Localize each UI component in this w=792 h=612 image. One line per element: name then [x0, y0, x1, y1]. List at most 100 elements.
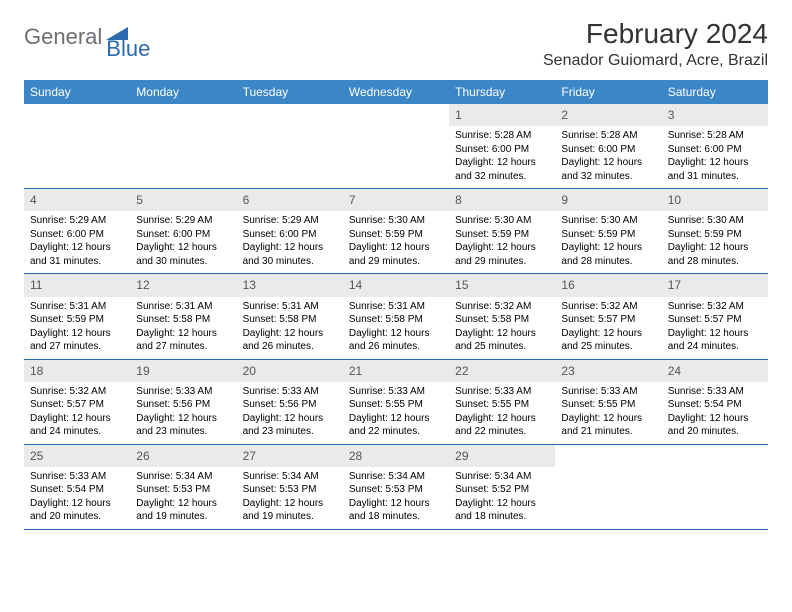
- sunset-text: Sunset: 6:00 PM: [561, 143, 655, 157]
- day-number: 20: [237, 360, 343, 382]
- daylight-text: Daylight: 12 hours and 18 minutes.: [455, 497, 549, 524]
- day-body: Sunrise: 5:31 AMSunset: 5:59 PMDaylight:…: [24, 297, 130, 359]
- sunrise-text: Sunrise: 5:34 AM: [455, 470, 549, 484]
- sunset-text: Sunset: 5:59 PM: [349, 228, 443, 242]
- sunrise-text: Sunrise: 5:32 AM: [561, 300, 655, 314]
- sunset-text: Sunset: 6:00 PM: [243, 228, 337, 242]
- day-cell: 8Sunrise: 5:30 AMSunset: 5:59 PMDaylight…: [449, 189, 555, 273]
- day-number: 5: [130, 189, 236, 211]
- daylight-text: Daylight: 12 hours and 20 minutes.: [30, 497, 124, 524]
- daylight-text: Daylight: 12 hours and 32 minutes.: [561, 156, 655, 183]
- day-body: Sunrise: 5:30 AMSunset: 5:59 PMDaylight:…: [343, 211, 449, 273]
- sunrise-text: Sunrise: 5:32 AM: [30, 385, 124, 399]
- daylight-text: Daylight: 12 hours and 18 minutes.: [349, 497, 443, 524]
- brand-part2: Blue: [106, 36, 150, 62]
- day-cell: 10Sunrise: 5:30 AMSunset: 5:59 PMDayligh…: [662, 189, 768, 273]
- sunrise-text: Sunrise: 5:29 AM: [243, 214, 337, 228]
- sunset-text: Sunset: 5:57 PM: [668, 313, 762, 327]
- day-cell: 5Sunrise: 5:29 AMSunset: 6:00 PMDaylight…: [130, 189, 236, 273]
- day-cell: 14Sunrise: 5:31 AMSunset: 5:58 PMDayligh…: [343, 274, 449, 358]
- day-number: 2: [555, 104, 661, 126]
- daylight-text: Daylight: 12 hours and 31 minutes.: [668, 156, 762, 183]
- day-body: Sunrise: 5:33 AMSunset: 5:54 PMDaylight:…: [662, 382, 768, 444]
- sunrise-text: Sunrise: 5:30 AM: [349, 214, 443, 228]
- weekday-sat: Saturday: [662, 80, 768, 104]
- sunset-text: Sunset: 5:59 PM: [561, 228, 655, 242]
- sunset-text: Sunset: 5:58 PM: [136, 313, 230, 327]
- day-body: Sunrise: 5:33 AMSunset: 5:55 PMDaylight:…: [449, 382, 555, 444]
- day-cell: 28Sunrise: 5:34 AMSunset: 5:53 PMDayligh…: [343, 445, 449, 529]
- day-number: 9: [555, 189, 661, 211]
- week-row: 11Sunrise: 5:31 AMSunset: 5:59 PMDayligh…: [24, 274, 768, 359]
- day-number: 12: [130, 274, 236, 296]
- sunset-text: Sunset: 5:53 PM: [136, 483, 230, 497]
- day-number: 17: [662, 274, 768, 296]
- sunrise-text: Sunrise: 5:29 AM: [30, 214, 124, 228]
- daylight-text: Daylight: 12 hours and 20 minutes.: [668, 412, 762, 439]
- sunset-text: Sunset: 5:58 PM: [455, 313, 549, 327]
- week-row: 4Sunrise: 5:29 AMSunset: 6:00 PMDaylight…: [24, 189, 768, 274]
- weeks-container: 1Sunrise: 5:28 AMSunset: 6:00 PMDaylight…: [24, 104, 768, 530]
- daylight-text: Daylight: 12 hours and 28 minutes.: [561, 241, 655, 268]
- daylight-text: Daylight: 12 hours and 30 minutes.: [243, 241, 337, 268]
- weekday-thu: Thursday: [449, 80, 555, 104]
- week-row: 25Sunrise: 5:33 AMSunset: 5:54 PMDayligh…: [24, 445, 768, 530]
- day-number: 3: [662, 104, 768, 126]
- daylight-text: Daylight: 12 hours and 19 minutes.: [243, 497, 337, 524]
- daylight-text: Daylight: 12 hours and 22 minutes.: [349, 412, 443, 439]
- day-cell: 3Sunrise: 5:28 AMSunset: 6:00 PMDaylight…: [662, 104, 768, 188]
- day-cell: 1Sunrise: 5:28 AMSunset: 6:00 PMDaylight…: [449, 104, 555, 188]
- daylight-text: Daylight: 12 hours and 27 minutes.: [136, 327, 230, 354]
- sunrise-text: Sunrise: 5:33 AM: [561, 385, 655, 399]
- calendar: Sunday Monday Tuesday Wednesday Thursday…: [24, 80, 768, 530]
- day-body: Sunrise: 5:32 AMSunset: 5:58 PMDaylight:…: [449, 297, 555, 359]
- day-cell: 21Sunrise: 5:33 AMSunset: 5:55 PMDayligh…: [343, 360, 449, 444]
- daylight-text: Daylight: 12 hours and 30 minutes.: [136, 241, 230, 268]
- day-body: Sunrise: 5:30 AMSunset: 5:59 PMDaylight:…: [662, 211, 768, 273]
- sunrise-text: Sunrise: 5:33 AM: [455, 385, 549, 399]
- sunrise-text: Sunrise: 5:33 AM: [668, 385, 762, 399]
- location-label: Senador Guiomard, Acre, Brazil: [543, 52, 768, 70]
- day-cell: 16Sunrise: 5:32 AMSunset: 5:57 PMDayligh…: [555, 274, 661, 358]
- day-number: 24: [662, 360, 768, 382]
- day-body: Sunrise: 5:32 AMSunset: 5:57 PMDaylight:…: [555, 297, 661, 359]
- day-cell: 26Sunrise: 5:34 AMSunset: 5:53 PMDayligh…: [130, 445, 236, 529]
- day-body: Sunrise: 5:34 AMSunset: 5:53 PMDaylight:…: [237, 467, 343, 529]
- daylight-text: Daylight: 12 hours and 32 minutes.: [455, 156, 549, 183]
- day-number: 29: [449, 445, 555, 467]
- sunset-text: Sunset: 5:53 PM: [349, 483, 443, 497]
- day-number: 11: [24, 274, 130, 296]
- day-number: 26: [130, 445, 236, 467]
- daylight-text: Daylight: 12 hours and 26 minutes.: [243, 327, 337, 354]
- day-cell: [130, 104, 236, 188]
- day-body: Sunrise: 5:32 AMSunset: 5:57 PMDaylight:…: [24, 382, 130, 444]
- daylight-text: Daylight: 12 hours and 21 minutes.: [561, 412, 655, 439]
- day-body: Sunrise: 5:28 AMSunset: 6:00 PMDaylight:…: [662, 126, 768, 188]
- sunset-text: Sunset: 6:00 PM: [136, 228, 230, 242]
- sunset-text: Sunset: 5:52 PM: [455, 483, 549, 497]
- weekday-tue: Tuesday: [237, 80, 343, 104]
- day-cell: 13Sunrise: 5:31 AMSunset: 5:58 PMDayligh…: [237, 274, 343, 358]
- day-number: 6: [237, 189, 343, 211]
- sunset-text: Sunset: 5:56 PM: [136, 398, 230, 412]
- day-cell: [24, 104, 130, 188]
- day-number: 22: [449, 360, 555, 382]
- sunrise-text: Sunrise: 5:30 AM: [668, 214, 762, 228]
- weekday-wed: Wednesday: [343, 80, 449, 104]
- day-cell: [343, 104, 449, 188]
- day-cell: 29 Sunrise: 5:34 AMSunset: 5:52 PMDayligh…: [449, 445, 555, 529]
- day-number: [24, 104, 130, 110]
- day-number: 15: [449, 274, 555, 296]
- header: General Blue February 2024 Senador Guiom…: [24, 18, 768, 70]
- sunrise-text: Sunrise: 5:30 AM: [455, 214, 549, 228]
- sunset-text: Sunset: 5:55 PM: [561, 398, 655, 412]
- day-cell: 22Sunrise: 5:33 AMSunset: 5:55 PMDayligh…: [449, 360, 555, 444]
- sunrise-text: Sunrise: 5:30 AM: [561, 214, 655, 228]
- weekday-fri: Friday: [555, 80, 661, 104]
- day-cell: 6 Sunrise: 5:29 AMSunset: 6:00 PMDaylight…: [237, 189, 343, 273]
- sunrise-text: Sunrise: 5:31 AM: [349, 300, 443, 314]
- day-body: Sunrise: 5:33 AMSunset: 5:55 PMDaylight:…: [555, 382, 661, 444]
- day-body: Sunrise: 5:33 AMSunset: 5:56 PMDaylight:…: [130, 382, 236, 444]
- sunset-text: Sunset: 5:57 PM: [561, 313, 655, 327]
- day-cell: 17Sunrise: 5:32 AMSunset: 5:57 PMDayligh…: [662, 274, 768, 358]
